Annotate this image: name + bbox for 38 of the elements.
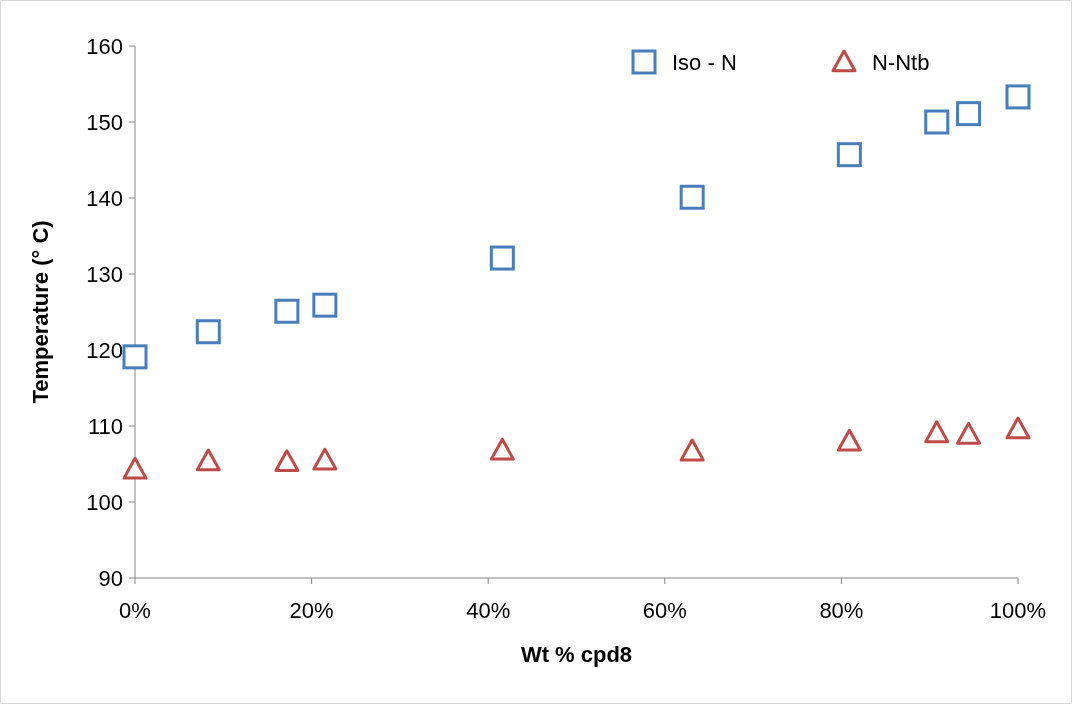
point	[122, 456, 148, 480]
legend-label: N-Ntb	[872, 49, 930, 75]
point	[924, 109, 950, 135]
point	[836, 428, 862, 452]
x-tick-label: 0%	[119, 598, 151, 623]
x-tick-label: 80%	[819, 598, 864, 623]
point	[312, 447, 338, 471]
point	[274, 449, 300, 473]
point	[956, 101, 982, 127]
x-axis-title: Wt % cpd8	[520, 642, 633, 667]
point	[195, 448, 221, 472]
y-axis-title: Temperature (° C)	[28, 220, 53, 404]
point	[836, 142, 862, 168]
x-tick-label: 40%	[466, 598, 511, 623]
y-tick-label: 90	[98, 565, 123, 591]
point	[274, 298, 300, 324]
y-tick-label: 100	[86, 489, 123, 515]
y-tick-label: 150	[86, 109, 123, 135]
y-tick-label: 130	[86, 261, 123, 287]
legend-label: Iso - N	[672, 49, 737, 75]
point	[312, 292, 338, 318]
point	[956, 421, 982, 445]
point	[679, 438, 705, 462]
x-tick-label: 60%	[642, 598, 687, 623]
point	[489, 245, 515, 271]
point	[924, 420, 950, 444]
x-tick-label: 100%	[989, 598, 1047, 623]
point	[195, 319, 221, 345]
y-tick-label: 110	[87, 413, 123, 439]
y-tick-label: 160	[86, 33, 123, 59]
point	[1005, 84, 1031, 110]
point	[122, 344, 148, 370]
y-tick-label: 120	[86, 337, 123, 363]
point	[1005, 416, 1031, 440]
x-tick-label: 20%	[289, 598, 334, 623]
point	[679, 184, 705, 210]
point	[489, 437, 515, 461]
y-tick-label: 140	[86, 185, 123, 211]
